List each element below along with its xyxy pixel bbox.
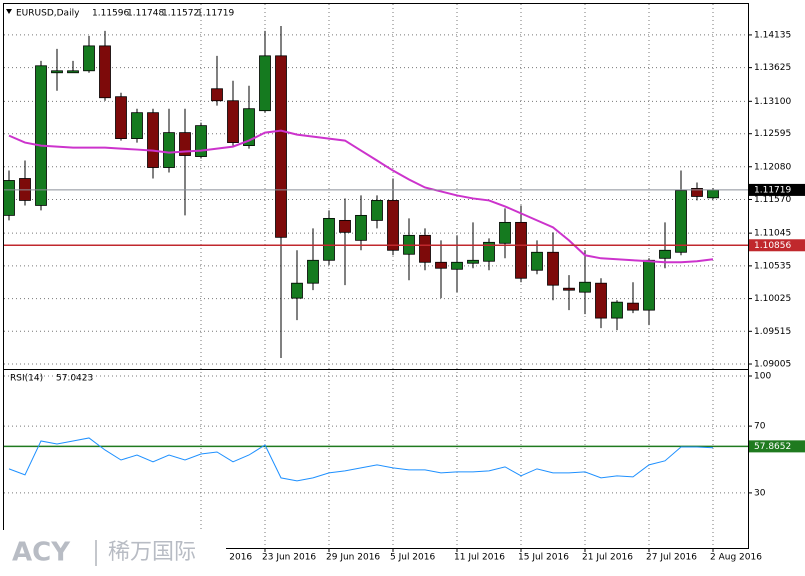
- candle-body: [707, 189, 719, 199]
- candle-body: [371, 200, 383, 221]
- candle-body: [547, 251, 559, 286]
- ohlc-open: 1.11596: [92, 9, 129, 19]
- logo: ACY 稀万国际: [0, 530, 226, 576]
- candle-body: [627, 302, 639, 311]
- candle-body: [243, 108, 255, 146]
- ohlc-high: 1.11748: [127, 9, 164, 19]
- y-tick-label: 1.13625: [754, 63, 791, 73]
- candle-body: [451, 261, 463, 270]
- candle-body: [227, 100, 239, 143]
- rsi-title: RSI(14): [10, 374, 43, 384]
- y-tick-label: 1.12595: [754, 129, 791, 139]
- candle-body: [515, 221, 527, 279]
- symbol-icon: [6, 9, 12, 14]
- logo-name: 稀万国际: [108, 540, 196, 565]
- candle-body: [499, 221, 511, 244]
- logo-brand: ACY: [12, 538, 71, 568]
- plot-frame: [3, 3, 749, 549]
- candle-body: [307, 259, 319, 284]
- current-price-label: 1.11719: [754, 185, 791, 195]
- candle-body: [163, 132, 175, 168]
- candle-body: [211, 88, 223, 102]
- y-tick-label: 1.14135: [754, 30, 791, 40]
- y-tick-label: 1.10025: [754, 294, 791, 304]
- y-tick-label: 1.11570: [754, 195, 791, 205]
- candle-body: [67, 70, 79, 74]
- candle-body: [339, 219, 351, 233]
- candle-body: [51, 70, 63, 74]
- x-tick-label: 27 Jul 2016: [646, 553, 697, 563]
- candle-body: [467, 259, 479, 264]
- candle-body: [531, 251, 543, 271]
- candle-body: [147, 112, 159, 168]
- y-tick-label: 1.12080: [754, 162, 791, 172]
- candle-body: [435, 261, 447, 269]
- x-tick-label: 23 Jun 2016: [262, 553, 316, 563]
- moving-average: [8, 129, 714, 264]
- y-tick-label: 1.10535: [754, 261, 791, 271]
- candle-body: [83, 45, 95, 72]
- chart-title: EURUSD,Daily: [16, 9, 80, 19]
- candle-body: [387, 200, 399, 251]
- candle-body: [131, 112, 143, 139]
- candle-body: [99, 45, 111, 99]
- candle-body: [691, 188, 703, 197]
- y-tick-label: 30: [754, 488, 766, 498]
- y-tick-label: 70: [754, 422, 766, 432]
- ohlc-close: 1.11719: [197, 9, 234, 19]
- level-box: [749, 239, 805, 252]
- level-label: 1.10856: [754, 241, 791, 251]
- y-tick-label: 100: [754, 372, 771, 382]
- ohlc-low: 1.11572: [162, 9, 199, 19]
- rsi-line: [8, 437, 714, 482]
- candle-body: [323, 217, 335, 261]
- candle-body: [275, 55, 287, 238]
- candle-body: [483, 241, 495, 262]
- x-tick-label: 21 Jul 2016: [582, 553, 633, 563]
- candle-body: [115, 96, 127, 139]
- candle-body: [355, 214, 367, 241]
- level-label: 57.8652: [754, 442, 791, 452]
- y-tick-label: 1.11045: [754, 229, 791, 239]
- candle-body: [563, 287, 575, 291]
- x-tick-label: 5 Jul 2016: [390, 553, 435, 563]
- candle-body: [195, 125, 207, 157]
- logo-background: [0, 530, 226, 576]
- candle-body: [419, 234, 431, 263]
- rsi-value: 57.0423: [56, 374, 93, 384]
- y-tick-label: 1.09515: [754, 327, 791, 337]
- candle-body: [291, 282, 303, 299]
- y-tick-label: 1.09005: [754, 360, 791, 370]
- current-price-box: [749, 183, 805, 196]
- candle-body: [659, 249, 671, 259]
- candle-body: [675, 190, 687, 253]
- candle-body: [179, 132, 191, 156]
- candle-body: [595, 282, 607, 319]
- x-tick-label: 15 Jul 2016: [518, 553, 569, 563]
- level-box: [749, 440, 805, 453]
- candle-body: [579, 281, 591, 293]
- candle-body: [35, 65, 47, 206]
- x-tick-label: 11 Jul 2016: [454, 553, 505, 563]
- x-tick-label: 29 Jun 2016: [326, 553, 380, 563]
- candle-body: [3, 180, 15, 216]
- x-tick-label: 2 Aug 2016: [710, 553, 762, 563]
- y-tick-label: 1.13100: [754, 97, 791, 107]
- candle-body: [259, 55, 271, 112]
- candle-body: [611, 301, 623, 319]
- candle-body: [643, 259, 655, 311]
